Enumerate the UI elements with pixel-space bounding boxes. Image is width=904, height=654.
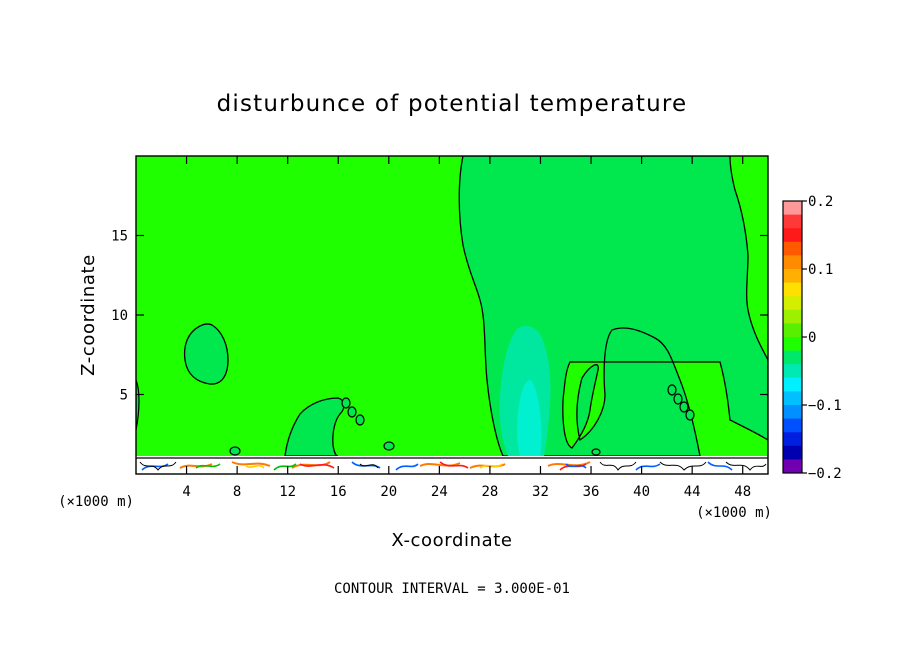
x-tick-label: 4: [182, 484, 190, 500]
colorbar-swatch: [783, 255, 802, 270]
colorbar-swatch: [783, 377, 802, 392]
colorbar-swatch: [783, 269, 802, 284]
colorbar: 0.2 0.1 0 −0.1 −0.2: [782, 194, 842, 482]
chart-title: disturbunce of potential temperature: [217, 91, 688, 117]
surface-green: [195, 463, 297, 471]
colorbar-swatch: [783, 350, 802, 365]
y-axis-label: Z-coordinate: [78, 254, 99, 376]
x-tick-label: 20: [380, 484, 397, 500]
colorbar-swatch: [783, 228, 802, 243]
contour-interval-label: CONTOUR INTERVAL = 3.000E-01: [334, 581, 570, 597]
x-tick-label: 16: [330, 484, 347, 500]
colorbar-swatch: [783, 391, 802, 406]
y-tick-label: 15: [111, 229, 128, 245]
colorbar-tick-label: 0.2: [808, 194, 833, 210]
x-tick-label: 32: [532, 484, 549, 500]
x-tick-label: 44: [684, 484, 701, 500]
y-axis-ticks: 5 10 15: [111, 229, 768, 404]
colorbar-swatch: [783, 418, 802, 433]
x-axis-label: X-coordinate: [391, 530, 512, 551]
surface-layer: [136, 456, 768, 474]
region-plume-inner: [517, 380, 542, 456]
colorbar-tick-label: 0.1: [808, 262, 833, 278]
colorbar-swatch: [783, 296, 802, 311]
small-contours: [229, 384, 695, 456]
colorbar-swatch: [783, 432, 802, 447]
colorbar-swatch: [783, 445, 802, 460]
x-tick-label: 28: [481, 484, 498, 500]
colorbar-tick-label: −0.1: [808, 398, 842, 414]
colorbar-swatch: [783, 241, 802, 256]
x-tick-label: 8: [233, 484, 241, 500]
y-tick-label: 10: [111, 308, 128, 324]
colorbar-swatch: [783, 309, 802, 324]
x-tick-label: 48: [734, 484, 751, 500]
colorbar-tick-label: 0: [808, 330, 816, 346]
x-tick-label: 12: [279, 484, 296, 500]
colorbar-swatch: [783, 405, 802, 420]
x-tick-label: 40: [633, 484, 650, 500]
x-tick-label: 36: [583, 484, 600, 500]
x-axis-ticks: 4 8 12 16 20 24 28 32 36 40 44 48: [182, 156, 751, 500]
colorbar-swatch: [783, 323, 802, 338]
colorbar-swatch: [783, 214, 802, 229]
colorbar-swatch: [783, 459, 802, 474]
colorbar-swatch: [783, 364, 802, 379]
colorbar-swatch: [783, 201, 802, 216]
plot-area: [136, 156, 768, 474]
y-tick-label: 5: [120, 388, 128, 404]
surface-black: [139, 461, 767, 471]
colorbar-swatch: [783, 282, 802, 297]
colorbar-swatch: [783, 337, 802, 352]
colorbar-tick-label: −0.2: [808, 466, 842, 482]
surface-yellow: [245, 463, 503, 469]
y-unit-label: (×1000 m): [58, 494, 134, 510]
x-unit-label: (×1000 m): [696, 505, 772, 521]
region-negative-blob-left: [183, 323, 229, 385]
x-tick-label: 24: [431, 484, 448, 500]
